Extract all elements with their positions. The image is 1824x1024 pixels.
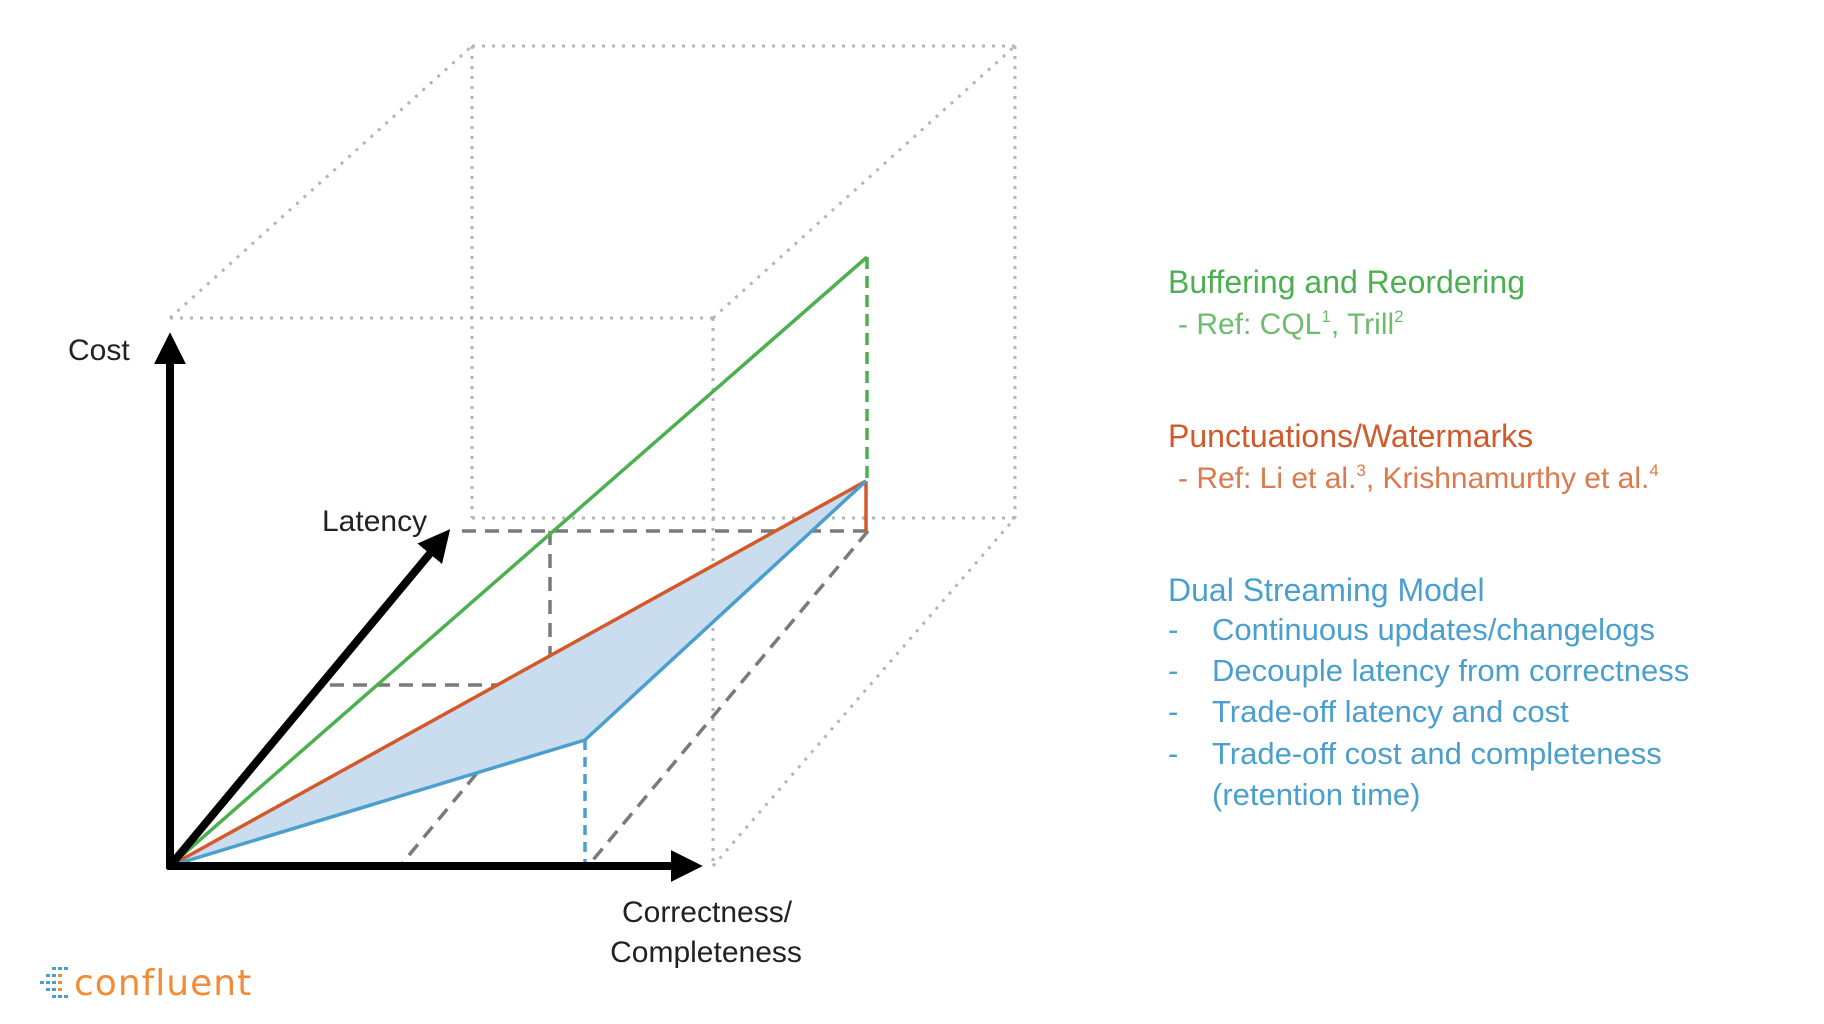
buffering-ref-sup1: 1	[1321, 307, 1331, 327]
punctuations-ref-sup1: 3	[1356, 461, 1366, 481]
correctness-axis-label-line1: Correctness/	[622, 896, 793, 929]
bullet-dash: -	[1168, 653, 1179, 688]
buffering-ref-prefix: - Ref: CQL	[1178, 308, 1322, 341]
dual-bullet-4-continuation: (retention time)	[1168, 777, 1420, 813]
punctuations-ref-mid: , Krishnamurthy et al.	[1365, 462, 1650, 495]
dual-bullet-3-text: Trade-off latency and cost	[1212, 694, 1569, 729]
dual-bullet-2: - Decouple latency from correctness	[1168, 653, 1689, 689]
buffering-title: Buffering and Reordering	[1168, 264, 1525, 300]
punctuations-ref-sup2: 4	[1649, 461, 1659, 481]
buffering-reference: - Ref: CQL1, Trill2	[1178, 308, 1404, 342]
punctuations-title: Punctuations/Watermarks	[1168, 418, 1534, 454]
confluent-logo-icon	[40, 967, 68, 998]
latency-axis-arrow	[166, 529, 451, 869]
confluent-logo: confluent	[38, 958, 252, 1008]
dual-bullet-1-text: Continuous updates/changelogs	[1212, 612, 1655, 647]
dual-bullet-4: - Trade-off cost and completeness	[1168, 736, 1662, 772]
bullet-dash: -	[1168, 694, 1179, 729]
dual-bullet-4-text: Trade-off cost and completeness	[1212, 736, 1662, 771]
dual-bullet-1: - Continuous updates/changelogs	[1168, 612, 1655, 648]
dual-bullet-2-text: Decouple latency from correctness	[1212, 653, 1690, 688]
buffering-ref-mid: , Trill	[1330, 308, 1395, 341]
latency-axis-label: Latency	[322, 505, 427, 538]
punctuations-ref-prefix: - Ref: Li et al.	[1178, 462, 1357, 495]
bullet-dash: -	[1168, 736, 1179, 771]
confluent-logo-text: confluent	[74, 962, 253, 1004]
bullet-dash: -	[1168, 612, 1179, 647]
dual-bullet-5-text: (retention time)	[1212, 777, 1421, 812]
watermark-line	[169, 479, 867, 868]
buffering-line	[168, 255, 869, 868]
correctness-axis-label-line2: Completeness	[610, 936, 802, 969]
cube-wireframe	[168, 44, 1017, 867]
cost-axis-label: Cost	[68, 334, 130, 367]
dual-bullet-3: - Trade-off latency and cost	[1168, 694, 1569, 730]
dual-streaming-title: Dual Streaming Model	[1168, 572, 1485, 608]
punctuations-reference: - Ref: Li et al.3, Krishnamurthy et al.4	[1178, 462, 1659, 496]
buffering-ref-sup2: 2	[1394, 307, 1404, 327]
